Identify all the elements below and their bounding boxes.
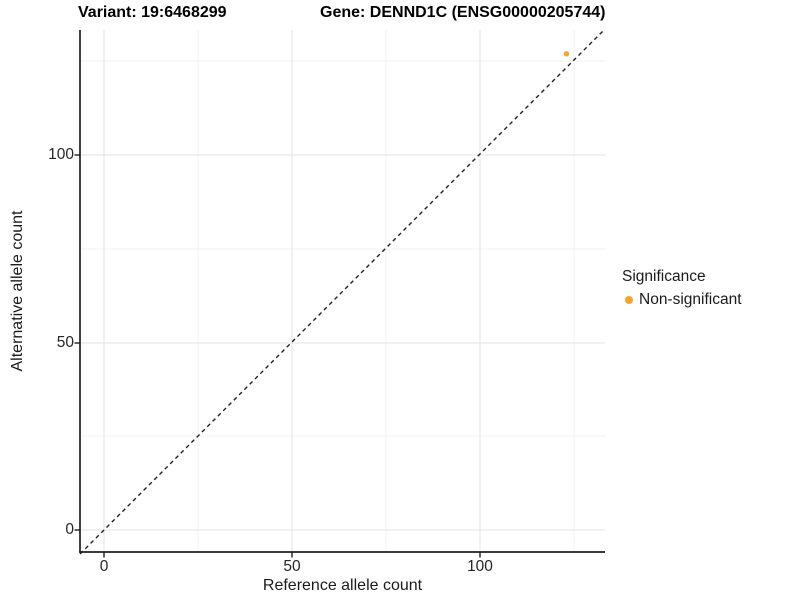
- tick-marks: [74, 154, 481, 558]
- x-tick-label-50: 50: [283, 558, 301, 575]
- y-tick-label-100: 100: [48, 146, 74, 163]
- legend-point-swatch-icon: [625, 296, 633, 304]
- x-tick-label-100: 100: [467, 558, 493, 575]
- gridlines-major: [80, 30, 605, 552]
- data-point: [563, 51, 570, 57]
- identity-line: [79, 29, 605, 555]
- plot-title-gene: Gene: DENND1C (ENSG00000205744): [320, 4, 606, 21]
- y-tick-label-0: 0: [65, 521, 74, 538]
- y-tick-label-50: 50: [56, 334, 74, 351]
- axis-lines: [79, 30, 605, 553]
- gridlines-minor: [80, 30, 605, 552]
- legend-title: Significance: [622, 268, 706, 285]
- y-axis-title: Alternative allele count: [9, 210, 26, 372]
- x-tick-label-0: 0: [99, 558, 109, 575]
- x-axis-title: Reference allele count: [262, 577, 423, 594]
- legend-item-non-significant: Non-significant: [622, 291, 742, 309]
- legend: Significance Non-significant: [622, 268, 742, 309]
- legend-item-label: Non-significant: [639, 291, 742, 308]
- plot-title-variant: Variant: 19:6468299: [78, 4, 227, 21]
